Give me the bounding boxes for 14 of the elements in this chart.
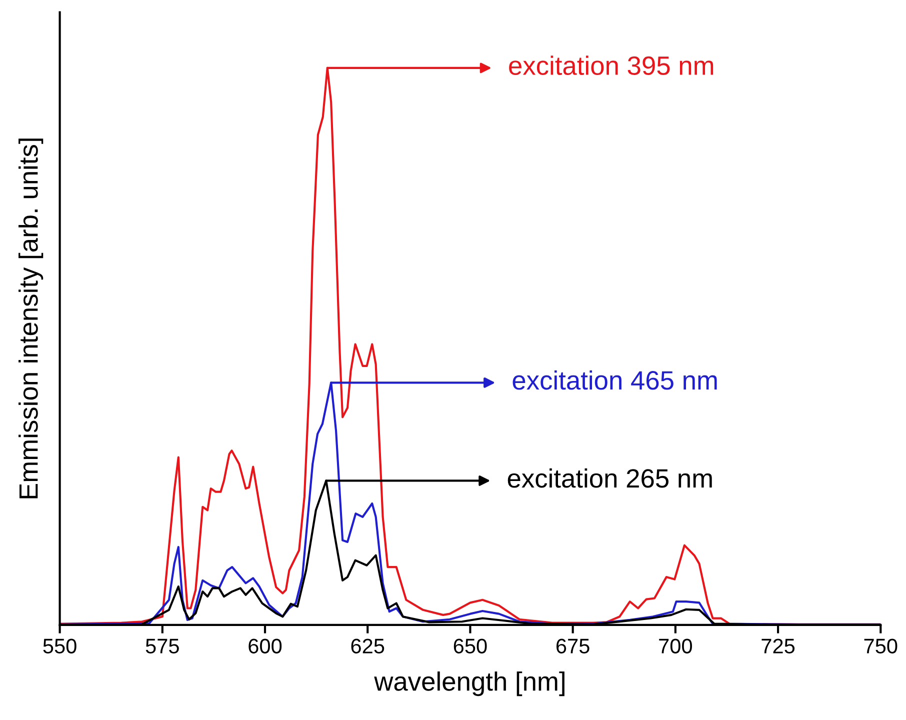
annotation: excitation 395 nm <box>509 56 714 76</box>
x-tick-label: 550 <box>43 638 76 654</box>
x-tick-label: 575 <box>146 638 179 654</box>
annotation: excitation 265 nm <box>508 468 712 488</box>
x-tick-label: 750 <box>864 638 898 654</box>
x-axis-title: wavelength [nm] <box>374 671 564 696</box>
x-tick-label: 700 <box>659 638 692 654</box>
x-tick-label: 625 <box>351 638 384 654</box>
x-tick-label: 600 <box>248 638 282 654</box>
x-tick-label: 725 <box>762 638 795 654</box>
x-tick-label: 675 <box>556 638 590 654</box>
x-tick-label: 650 <box>454 638 487 654</box>
y-axis-title: Emmission intensity [arb. units] <box>18 138 44 498</box>
annotation: excitation 465 nm <box>512 370 717 390</box>
